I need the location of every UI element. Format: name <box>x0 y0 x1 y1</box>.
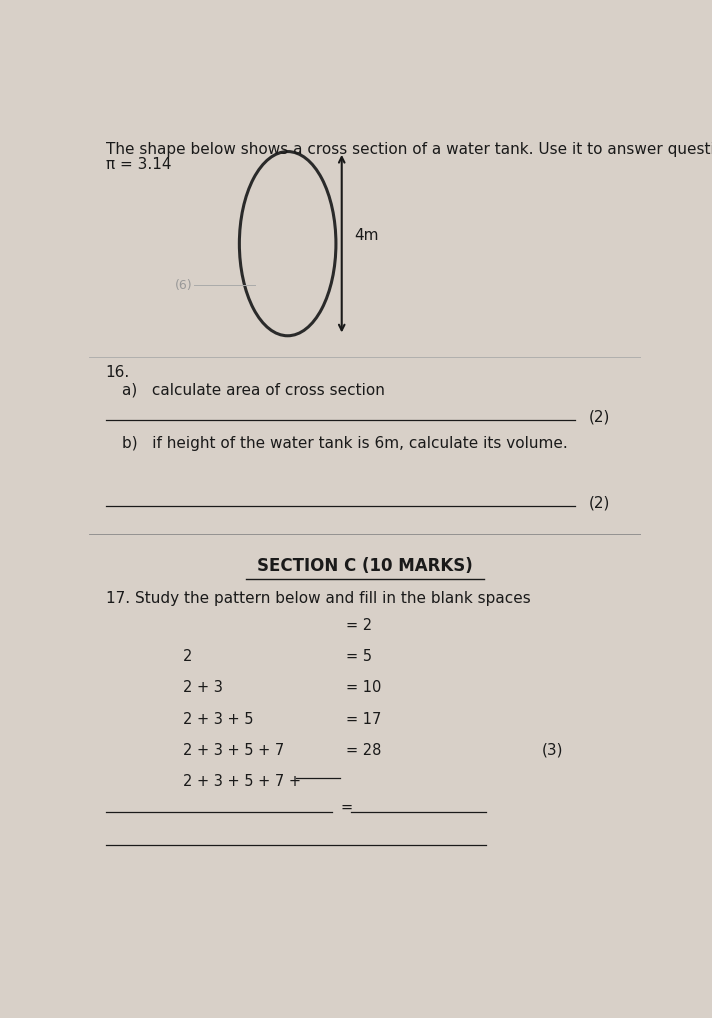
Text: 17. Study the pattern below and fill in the blank spaces: 17. Study the pattern below and fill in … <box>105 590 530 606</box>
Text: =: = <box>340 799 352 814</box>
Text: 2 + 3 + 5 + 7 +: 2 + 3 + 5 + 7 + <box>183 775 305 789</box>
Text: = 2: = 2 <box>345 618 372 632</box>
Text: SECTION C (10 MARKS): SECTION C (10 MARKS) <box>257 557 473 575</box>
Text: (6): (6) <box>174 279 192 292</box>
Text: a)   calculate area of cross section: a) calculate area of cross section <box>122 383 385 397</box>
Text: = 5: = 5 <box>345 648 372 664</box>
Text: The shape below shows a cross section of a water tank. Use it to answer question: The shape below shows a cross section of… <box>105 142 712 157</box>
Text: = 10: = 10 <box>345 680 381 695</box>
Text: = 17: = 17 <box>345 712 381 727</box>
Text: (2): (2) <box>588 409 609 425</box>
Text: 2 + 3 + 5: 2 + 3 + 5 <box>183 712 253 727</box>
Text: 2: 2 <box>183 648 192 664</box>
Text: 2 + 3 + 5 + 7: 2 + 3 + 5 + 7 <box>183 743 284 758</box>
Text: (3): (3) <box>542 743 563 758</box>
Text: π = 3.14: π = 3.14 <box>105 157 171 172</box>
Text: b)   if height of the water tank is 6m, calculate its volume.: b) if height of the water tank is 6m, ca… <box>122 436 568 451</box>
Text: 16.: 16. <box>105 365 130 380</box>
Text: 4m: 4m <box>354 228 378 243</box>
Text: (2): (2) <box>588 496 609 511</box>
Text: = 28: = 28 <box>345 743 381 758</box>
Text: 2 + 3: 2 + 3 <box>183 680 223 695</box>
